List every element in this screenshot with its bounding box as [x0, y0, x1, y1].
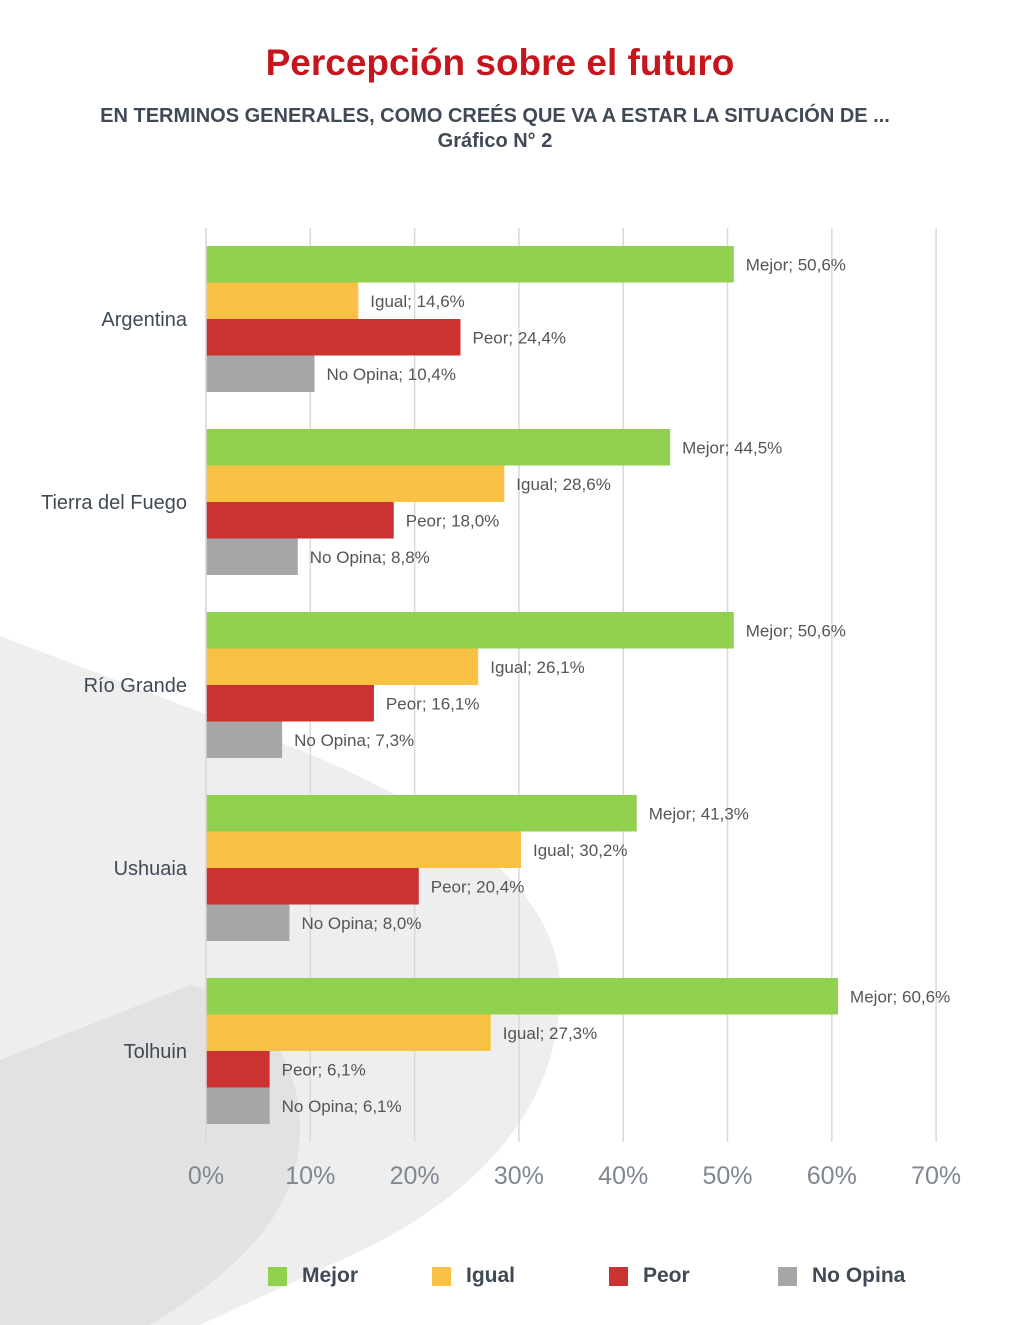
x-tick-label: 0% — [188, 1162, 224, 1190]
data-label: Mejor; 50,6% — [746, 255, 846, 274]
legend-item: Igual — [432, 1262, 515, 1290]
bar-mejor — [206, 429, 671, 466]
bar-mejor — [206, 246, 734, 283]
legend-label: Peor — [643, 1264, 690, 1287]
data-label: Peor; 6,1% — [282, 1060, 366, 1079]
data-label: Igual; 27,3% — [503, 1024, 598, 1043]
x-tick-label: 40% — [598, 1162, 648, 1190]
category-label: Tierra del Fuego — [41, 492, 187, 514]
bar-igual — [206, 1014, 491, 1051]
bar-igual — [206, 648, 479, 685]
bar-no-opina — [206, 1087, 270, 1124]
chart-legend: Mejor Igual Peor No Opina — [0, 1262, 1021, 1292]
data-label: No Opina; 8,0% — [301, 914, 421, 933]
legend-item: No Opina — [778, 1262, 905, 1290]
bar-mejor — [206, 795, 637, 832]
chart-subtitle: EN TERMINOS GENERALES, COMO CREÉS QUE VA… — [0, 104, 990, 154]
bar-no-opina — [206, 904, 290, 941]
legend-label: No Opina — [812, 1264, 906, 1287]
legend-swatch — [268, 1266, 287, 1286]
data-label: Mejor; 60,6% — [850, 987, 950, 1006]
data-label: No Opina; 10,4% — [326, 365, 455, 384]
data-label: Igual; 30,2% — [533, 841, 628, 860]
data-label: Peor; 16,1% — [386, 694, 480, 713]
data-label: Mejor; 41,3% — [649, 804, 749, 823]
category-label: Ushuaia — [114, 858, 188, 880]
legend-label: Mejor — [302, 1264, 359, 1287]
bar-igual — [206, 282, 359, 319]
legend-swatch — [432, 1266, 451, 1286]
data-label: No Opina; 7,3% — [294, 731, 414, 750]
bar-igual — [206, 465, 505, 502]
x-tick-label: 20% — [390, 1162, 440, 1190]
data-label: No Opina; 6,1% — [282, 1097, 402, 1116]
chart-title: Percepción sobre el futuro — [265, 42, 735, 83]
x-tick-label: 50% — [702, 1162, 752, 1190]
category-label: Tolhuin — [124, 1041, 187, 1063]
category-label: Río Grande — [84, 675, 187, 697]
bar-mejor — [206, 978, 839, 1015]
legend-item: Mejor — [268, 1262, 358, 1290]
bar-peor — [206, 319, 461, 356]
legend-swatch — [609, 1266, 628, 1286]
category-label: Argentina — [101, 309, 187, 331]
data-label: Igual; 14,6% — [370, 292, 465, 311]
data-label: Igual; 28,6% — [516, 475, 611, 494]
bar-peor — [206, 868, 419, 905]
data-label: Peor; 20,4% — [431, 877, 525, 896]
bar-peor — [206, 1051, 270, 1088]
bar-no-opina — [206, 721, 283, 758]
bar-mejor — [206, 612, 734, 649]
x-tick-label: 70% — [911, 1162, 961, 1190]
data-label: Peor; 24,4% — [472, 328, 566, 347]
data-label: Mejor; 50,6% — [746, 621, 846, 640]
bar-no-opina — [206, 355, 315, 392]
legend-label: Igual — [466, 1264, 516, 1287]
legend-swatch — [778, 1266, 797, 1286]
bar-no-opina — [206, 538, 298, 575]
x-tick-label: 30% — [494, 1162, 544, 1190]
bar-igual — [206, 831, 521, 868]
x-tick-label: 10% — [285, 1162, 335, 1190]
data-label: No Opina; 8,8% — [310, 548, 430, 567]
data-label: Peor; 18,0% — [406, 511, 500, 530]
data-label: Igual; 26,1% — [490, 658, 585, 677]
subtitle-question: EN TERMINOS GENERALES, COMO CREÉS QUE VA… — [100, 105, 890, 127]
legend-item: Peor — [609, 1262, 690, 1290]
bar-peor — [206, 502, 394, 539]
x-tick-label: 60% — [807, 1162, 857, 1190]
data-label: Mejor; 44,5% — [682, 438, 782, 457]
subtitle-chart-number: Gráfico N° 2 — [437, 130, 553, 152]
bar-peor — [206, 685, 374, 722]
